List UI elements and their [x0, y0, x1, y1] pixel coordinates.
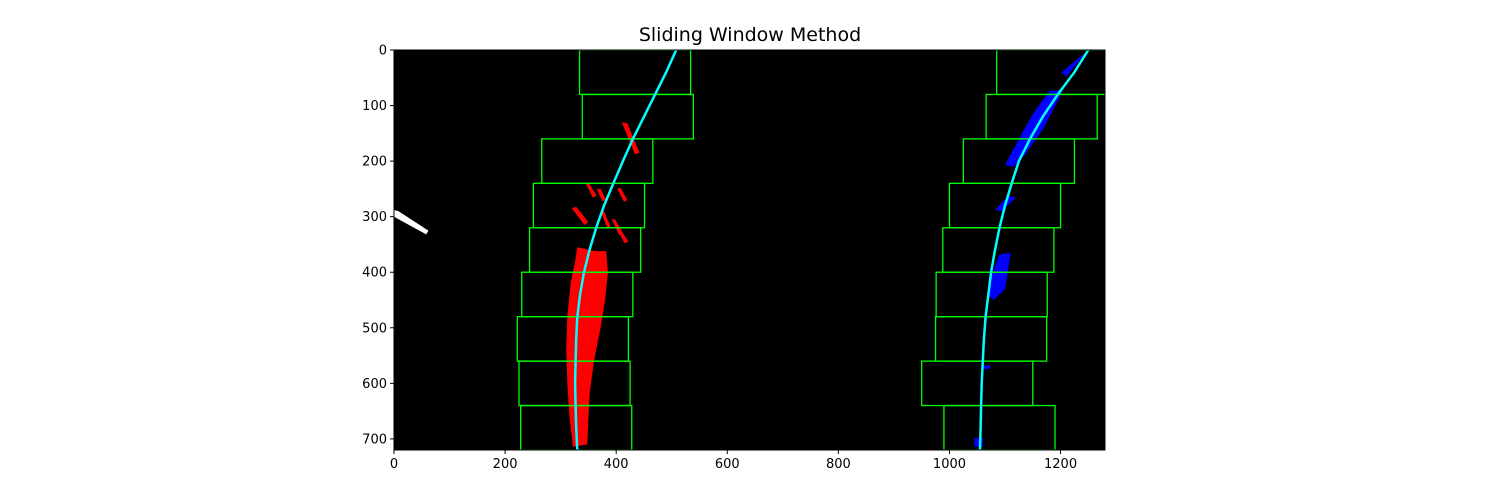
x-tick-label-1200: 1200 — [1044, 457, 1077, 472]
left-fit-line — [573, 50, 678, 450]
left-lane-pixels-8 — [616, 227, 629, 244]
left-lane-pixels-5 — [571, 206, 589, 225]
y-tick-label-600: 600 — [362, 377, 387, 392]
plot-area — [394, 50, 1105, 450]
left-lane-pixels-4 — [617, 187, 628, 202]
chart-title: Sliding Window Method — [639, 24, 861, 46]
y-tick-label-400: 400 — [362, 266, 387, 281]
x-tick-label-1000: 1000 — [933, 457, 966, 472]
left-lane-pixels-3 — [596, 188, 607, 202]
y-tick-label-100: 100 — [362, 99, 387, 114]
axis-ticks: 0 200 400 600 800 1000 1200 0 100 200 300 400 500 600… — [362, 44, 1077, 473]
x-tick-label-200: 200 — [493, 457, 518, 472]
x-tick-label-0: 0 — [390, 457, 398, 472]
y-tick-label-700: 700 — [362, 432, 387, 447]
y-tick-label-0: 0 — [379, 44, 387, 59]
plot-content — [394, 50, 1105, 450]
right-fit-line — [978, 50, 1090, 450]
y-tick-label-300: 300 — [362, 210, 387, 225]
x-tick-label-400: 400 — [604, 457, 629, 472]
y-tick-label-500: 500 — [362, 321, 387, 336]
left-lane-pixels-6 — [600, 211, 611, 228]
plot-frame — [393, 49, 1106, 451]
right-lane-pixels-3 — [987, 252, 1011, 300]
right-lane-pixels-4 — [981, 365, 992, 369]
x-tick-label-800: 800 — [826, 457, 851, 472]
y-tick-label-200: 200 — [362, 155, 387, 170]
x-tick-label-600: 600 — [715, 457, 740, 472]
noise-pixels-0 — [394, 210, 429, 235]
left-lane-pixels-2 — [585, 182, 597, 198]
right-lane-pixels-0 — [1061, 52, 1086, 77]
right-lane-pixels-5 — [974, 437, 983, 447]
